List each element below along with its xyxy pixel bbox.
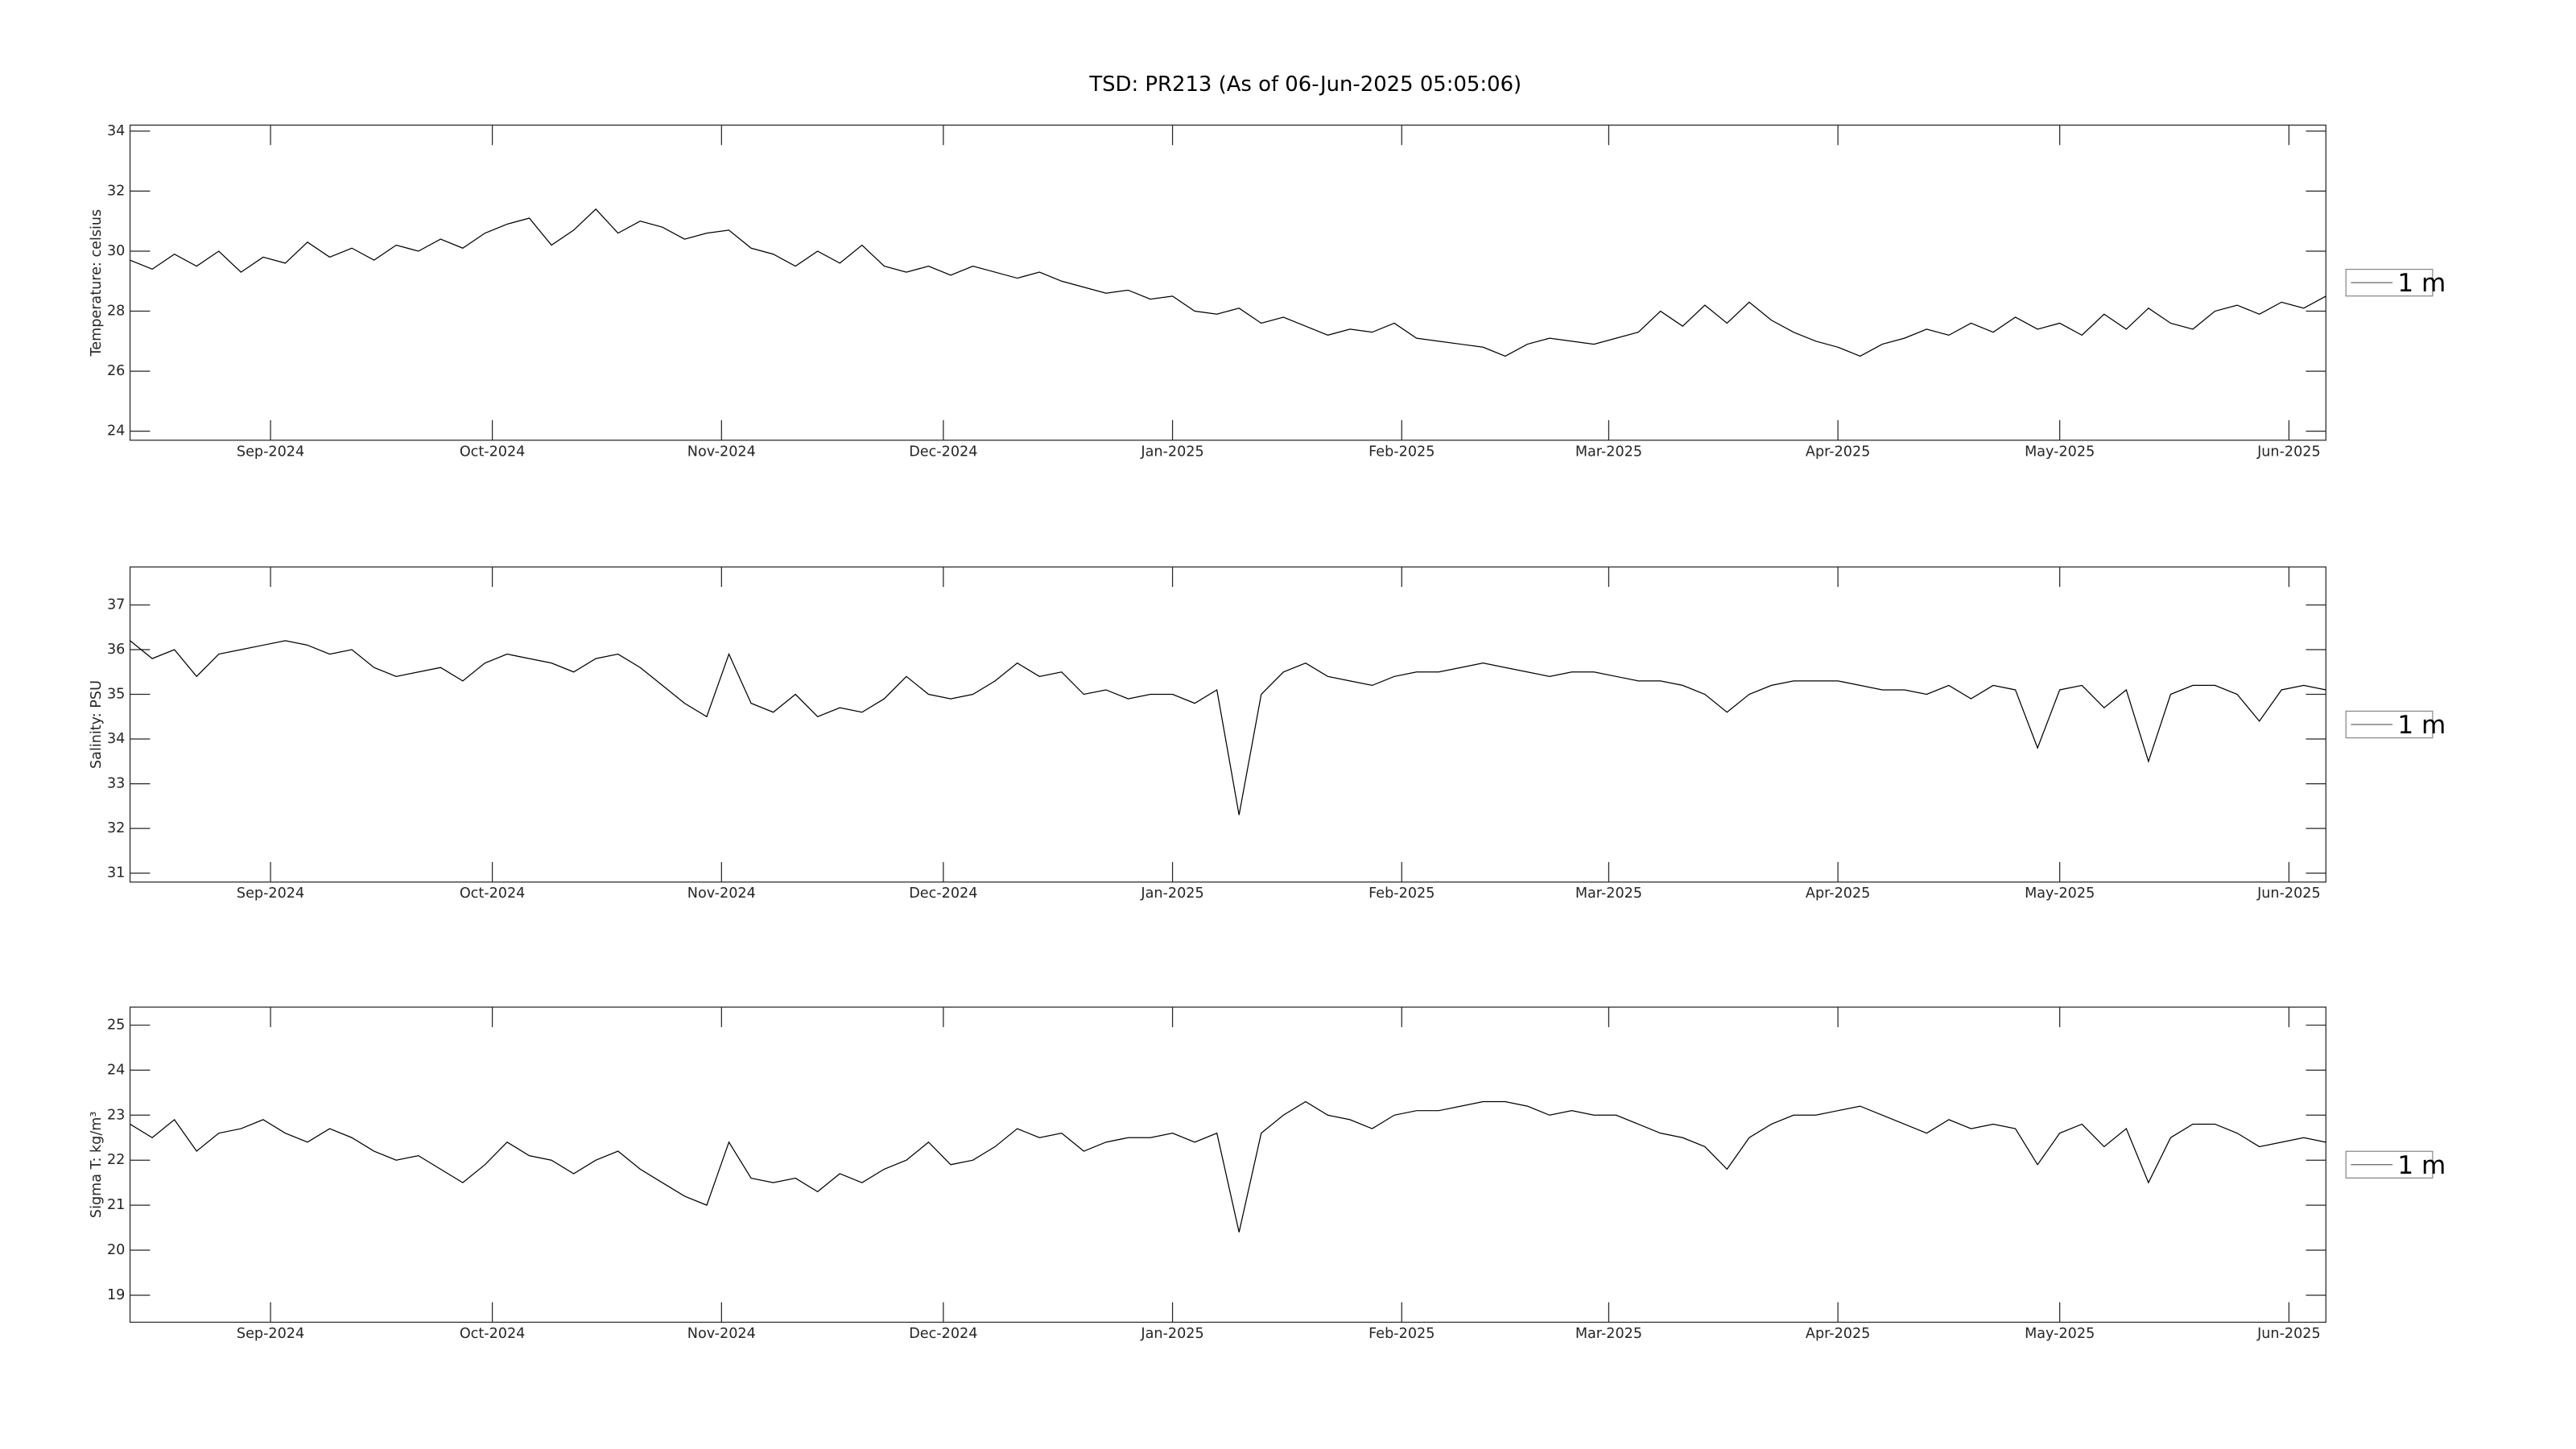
data-line	[130, 208, 2326, 357]
y-tick-label: 24	[107, 1062, 125, 1078]
x-tick-label: Feb-2025	[1368, 1326, 1435, 1342]
x-tick-label: Dec-2024	[909, 444, 977, 460]
x-tick-label: Dec-2024	[909, 1326, 977, 1342]
x-tick-label: Apr-2025	[1806, 1326, 1870, 1342]
x-tick-label: Jun-2025	[2256, 444, 2321, 460]
x-tick-label: Feb-2025	[1368, 444, 1435, 460]
x-tick-label: Dec-2024	[909, 886, 977, 902]
y-axis-label: Salinity: PSU	[89, 680, 105, 769]
y-tick-label: 30	[107, 243, 125, 259]
y-tick-label: 24	[107, 423, 125, 440]
x-tick-label: Oct-2024	[460, 1326, 526, 1342]
x-tick-label: Oct-2024	[460, 444, 526, 460]
legend-label: 1 m	[2397, 1151, 2446, 1180]
x-tick-label: Jun-2025	[2256, 1326, 2321, 1342]
y-tick-label: 28	[107, 303, 125, 320]
x-tick-label: Jan-2025	[1140, 444, 1203, 460]
x-tick-label: Feb-2025	[1368, 886, 1435, 902]
x-tick-label: Mar-2025	[1575, 886, 1642, 902]
x-tick-label: Sep-2024	[237, 1326, 304, 1342]
x-tick-label: Oct-2024	[460, 886, 526, 902]
y-tick-label: 32	[107, 820, 125, 836]
y-tick-label: 23	[107, 1107, 125, 1123]
y-tick-label: 34	[107, 731, 125, 747]
x-tick-label: Apr-2025	[1806, 886, 1870, 902]
y-tick-label: 37	[107, 597, 125, 613]
x-tick-label: May-2025	[2025, 886, 2095, 902]
plot-area	[129, 124, 2326, 441]
legend-label: 1 m	[2397, 711, 2446, 740]
x-tick-label: Apr-2025	[1806, 444, 1870, 460]
x-tick-label: May-2025	[2025, 444, 2095, 460]
x-tick-label: Jun-2025	[2256, 886, 2321, 902]
plot-area	[129, 566, 2326, 883]
x-tick-label: May-2025	[2025, 1326, 2095, 1342]
y-tick-label: 33	[107, 776, 125, 792]
y-tick-label: 36	[107, 642, 125, 658]
x-tick-label: Jan-2025	[1140, 886, 1203, 902]
figure-title: TSD: PR213 (As of 06-Jun-2025 05:05:06)	[1088, 72, 1521, 97]
y-tick-label: 25	[107, 1017, 125, 1033]
y-tick-label: 31	[107, 865, 125, 881]
y-tick-label: 19	[107, 1287, 125, 1303]
x-tick-label: Mar-2025	[1575, 1326, 1642, 1342]
legend-label: 1 m	[2397, 269, 2446, 298]
data-line	[130, 1100, 2326, 1232]
y-tick-label: 35	[107, 687, 125, 703]
x-tick-label: Nov-2024	[687, 444, 756, 460]
y-tick-label: 20	[107, 1242, 125, 1258]
y-tick-label: 26	[107, 363, 125, 379]
x-tick-label: Mar-2025	[1575, 444, 1642, 460]
x-tick-label: Sep-2024	[237, 444, 304, 460]
x-tick-label: Sep-2024	[237, 886, 304, 902]
y-tick-label: 22	[107, 1152, 125, 1168]
y-tick-label: 21	[107, 1197, 125, 1213]
y-tick-label: 34	[107, 123, 125, 139]
y-tick-label: 32	[107, 183, 125, 199]
x-tick-label: Jan-2025	[1140, 1326, 1203, 1342]
plot-area	[129, 1006, 2326, 1323]
x-tick-label: Nov-2024	[687, 886, 756, 902]
data-line	[130, 640, 2326, 815]
y-axis-label: Temperature: celsius	[89, 209, 105, 357]
y-axis-label: Sigma T: kg/m³	[89, 1112, 105, 1219]
x-tick-label: Nov-2024	[687, 1326, 756, 1342]
